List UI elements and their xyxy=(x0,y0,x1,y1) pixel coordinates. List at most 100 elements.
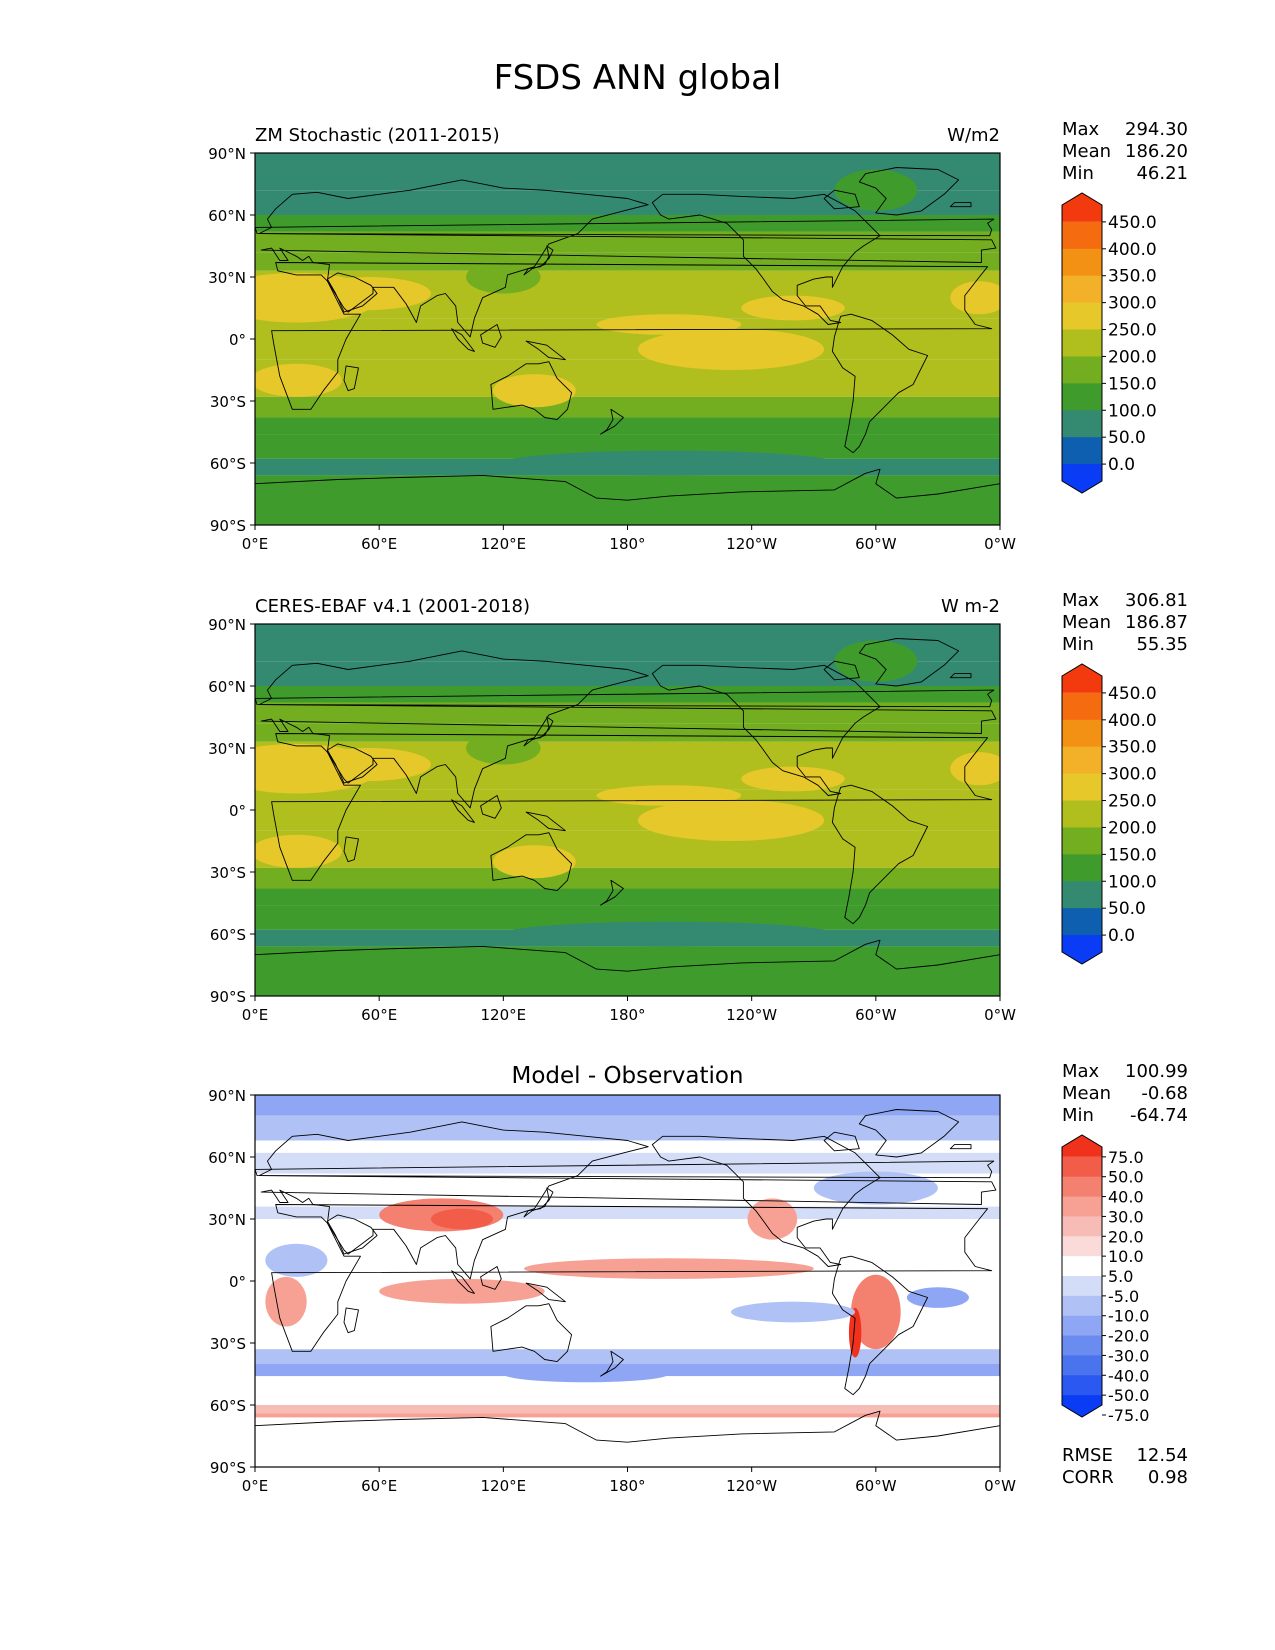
field-blob xyxy=(466,260,541,294)
coastline-madagascar xyxy=(343,365,359,392)
lon-tick-label: 120°E xyxy=(481,535,527,553)
coastline-australia xyxy=(490,1303,573,1363)
coastline-uk xyxy=(255,218,995,237)
colorbar-cell xyxy=(1062,1375,1102,1396)
figure-title: FSDS ANN global xyxy=(493,58,782,98)
colorbar-tick-label: 75.0 xyxy=(1108,1148,1144,1167)
lon-tick-label: 180° xyxy=(609,1477,645,1495)
panel-left-title: ZM Stochastic (2011-2015) xyxy=(255,125,500,146)
field-band xyxy=(255,231,1000,253)
field-blob xyxy=(503,1365,669,1383)
metric-value: 0.98 xyxy=(1148,1467,1188,1488)
colorbar-tick-label: 400.0 xyxy=(1108,711,1157,731)
coastline-arabia xyxy=(326,272,378,313)
coastline-uk xyxy=(255,689,995,708)
coastline-nz xyxy=(600,408,624,435)
colorbar-cell xyxy=(1062,1196,1102,1217)
colorbar-cell xyxy=(1062,908,1102,936)
lon-tick-label: 180° xyxy=(609,535,645,553)
lon-tick-label: 60°E xyxy=(361,535,397,553)
lon-tick-label: 60°E xyxy=(361,1477,397,1495)
colorbar-cell xyxy=(1062,1276,1102,1297)
stat-value: 306.81 xyxy=(1125,590,1188,611)
colorbar-tick-label: 30.0 xyxy=(1108,1207,1144,1226)
coastline-japan xyxy=(523,1187,554,1218)
colorbar-tick-label: -30.0 xyxy=(1108,1346,1149,1365)
field-band xyxy=(255,1413,1000,1418)
lon-tick-label: 120°W xyxy=(726,535,777,553)
colorbar-outline xyxy=(1061,663,1103,965)
colorbar-cell xyxy=(1062,1315,1102,1337)
lon-tick-label: 120°W xyxy=(726,1006,777,1024)
coastline-japan xyxy=(523,245,554,276)
lon-tick-label: 120°W xyxy=(726,1477,777,1495)
colorbar-tick-label: 10.0 xyxy=(1108,1247,1144,1266)
colorbar-tick-label: 200.0 xyxy=(1108,818,1157,838)
lat-tick-label: 90°S xyxy=(210,988,246,1006)
lon-tick-label: 0°W xyxy=(984,1477,1016,1495)
coastline-madagascar xyxy=(343,836,359,863)
coastline-namerica xyxy=(651,1135,881,1267)
lon-tick-label: 120°E xyxy=(481,1006,527,1024)
colorbar-cell xyxy=(1062,1176,1102,1198)
lat-tick-label: 30°N xyxy=(208,269,246,287)
colorbar-tick-label: -75.0 xyxy=(1108,1406,1149,1425)
lon-tick-label: 60°E xyxy=(361,1006,397,1024)
coastline-madagascar xyxy=(343,1307,359,1334)
colorbar-tick-label: 450.0 xyxy=(1108,213,1157,233)
colorbar-cell xyxy=(1062,248,1102,277)
colorbar-tick-label: 250.0 xyxy=(1108,792,1157,812)
lon-tick-label: 0°E xyxy=(242,535,269,553)
field-blob xyxy=(466,731,541,765)
stat-label: Min xyxy=(1062,1105,1094,1126)
contour-field xyxy=(255,624,1000,996)
coastlines xyxy=(255,167,1000,525)
colorbar-cell xyxy=(1062,329,1102,357)
lat-tick-label: 30°N xyxy=(208,740,246,758)
field-blob xyxy=(637,328,825,371)
lon-tick-label: 60°W xyxy=(855,535,897,553)
stat-label: Mean xyxy=(1062,1083,1111,1104)
field-blob xyxy=(851,1274,901,1350)
coastline-borneo xyxy=(480,1266,502,1290)
coastline-iceland xyxy=(949,673,972,679)
field-band xyxy=(255,252,1000,271)
lat-tick-label: 0° xyxy=(229,331,246,349)
colorbar-tick-label: 400.0 xyxy=(1108,240,1157,260)
field-blob xyxy=(265,1243,328,1277)
map-panel-model: 90°N 60°N 30°N 0° 30°S 60°S 90°S0°E 60°E 120°E 18… xyxy=(208,119,1188,553)
colorbar-tick-label: 0.0 xyxy=(1108,926,1135,946)
coastline-antarctica xyxy=(255,1410,1000,1467)
colorbar-cell xyxy=(1062,719,1102,748)
colorbar: 450.0 400.0 350.0 300.0 250.0 200.0 150.0 100.0… xyxy=(1061,192,1157,494)
field-blob xyxy=(255,363,342,397)
lat-tick-label: 30°S xyxy=(210,393,246,411)
colorbar-cell xyxy=(1062,746,1102,775)
field-blob xyxy=(265,1276,307,1327)
stat-value: -64.74 xyxy=(1130,1105,1188,1126)
coastline-africa xyxy=(271,733,993,881)
panel-center-title: Model - Observation xyxy=(511,1063,743,1089)
colorbar-tick-label: 50.0 xyxy=(1108,428,1146,448)
field-band xyxy=(255,723,1000,742)
coastline-newguinea xyxy=(525,1282,566,1303)
coastline-japan xyxy=(523,716,554,747)
colorbar-tick-label: 250.0 xyxy=(1108,321,1157,341)
colorbar-outline xyxy=(1061,192,1103,494)
metric-value: 12.54 xyxy=(1136,1445,1188,1466)
stat-value: 294.30 xyxy=(1125,119,1188,140)
colorbar-tick-label: 300.0 xyxy=(1108,765,1157,785)
stat-value: 46.21 xyxy=(1136,163,1188,184)
coastline-borneo xyxy=(480,795,502,819)
colorbar-cell xyxy=(1062,1135,1102,1157)
colorbar-cell xyxy=(1062,464,1102,493)
colorbar-cell xyxy=(1062,1395,1102,1417)
stat-label: Mean xyxy=(1062,612,1111,633)
colorbar-tick-label: 450.0 xyxy=(1108,684,1157,704)
stat-value: 186.20 xyxy=(1125,141,1188,162)
colorbar-tick-label: 40.0 xyxy=(1108,1188,1144,1207)
field-blob xyxy=(503,450,835,476)
colorbar-cell xyxy=(1062,1236,1102,1257)
stat-label: Max xyxy=(1062,590,1100,611)
metric-label: CORR xyxy=(1062,1467,1114,1488)
